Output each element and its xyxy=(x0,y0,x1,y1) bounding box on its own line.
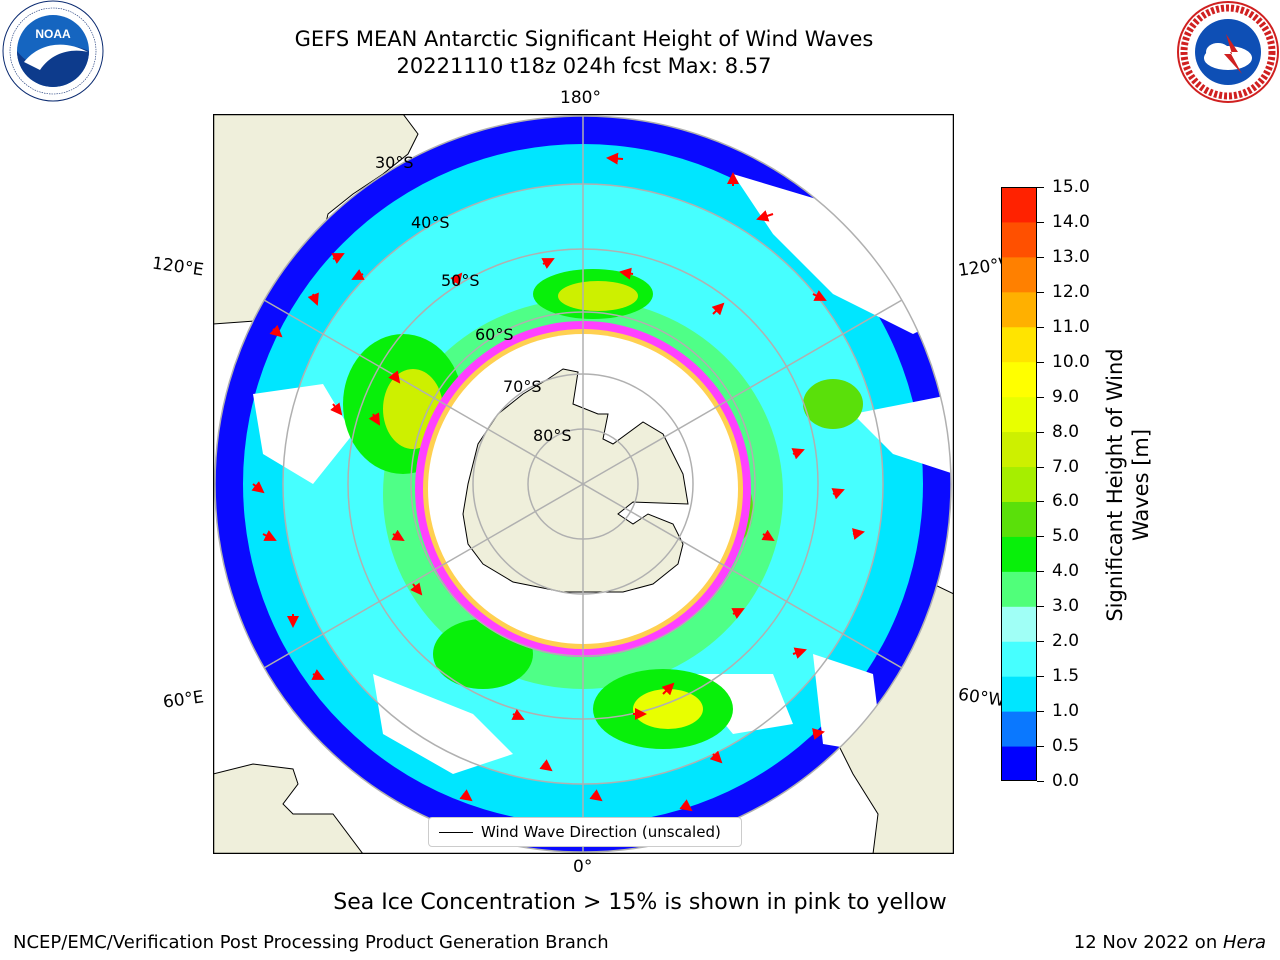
colorbar-tick-label: 14.0 xyxy=(1052,211,1090,232)
colorbar-label-line2: Waves [m] xyxy=(1129,428,1153,542)
lat-label-80s: 80°S xyxy=(533,426,572,445)
colorbar-tick-label: 13.0 xyxy=(1052,246,1090,267)
lat-label-50s: 50°S xyxy=(441,271,480,290)
colorbar-tick-label: 4.0 xyxy=(1052,561,1080,582)
colorbar-segment xyxy=(1001,291,1037,328)
colorbar-segment xyxy=(1001,187,1037,223)
colorbar-tick-mark xyxy=(1037,606,1044,608)
lon-label-0: 0° xyxy=(573,857,593,877)
colorbar-tick-mark xyxy=(1037,187,1044,188)
colorbar-tick-label: 0.0 xyxy=(1052,771,1080,791)
colorbar-segment xyxy=(1001,746,1037,781)
colorbar-tick-label: 1.0 xyxy=(1052,701,1080,722)
lat-label-70s: 70°S xyxy=(503,377,542,396)
colorbar-tick-label: 1.5 xyxy=(1052,666,1080,687)
colorbar-tick-mark xyxy=(1037,221,1044,223)
colorbar-tick-mark xyxy=(1037,326,1044,328)
colorbar-segment xyxy=(1001,641,1037,677)
colorbar-segment xyxy=(1001,501,1037,537)
colorbar-tick-label: 3.0 xyxy=(1052,596,1080,617)
footer-date: 12 Nov 2022 on xyxy=(1073,932,1223,953)
footer-machine: Hera xyxy=(1222,932,1266,953)
footer-right: 12 Nov 2022 on Hera xyxy=(1074,932,1266,953)
colorbar-tick-mark xyxy=(1037,361,1044,363)
graticule xyxy=(214,115,952,853)
colorbar-tick-mark xyxy=(1037,711,1044,713)
lat-label-30s: 30°S xyxy=(375,153,414,172)
colorbar-segment xyxy=(1001,536,1037,572)
sea-ice-note: Sea Ice Concentration > 15% is shown in … xyxy=(0,890,1280,915)
colorbar-tick-label: 8.0 xyxy=(1052,421,1080,442)
colorbar-tick-mark xyxy=(1037,291,1044,293)
colorbar-tick-mark xyxy=(1037,571,1044,573)
map-legend: Wind Wave Direction (unscaled) xyxy=(428,817,742,847)
colorbar-tick-label: 12.0 xyxy=(1052,281,1090,302)
lat-label-60s: 60°S xyxy=(475,325,514,344)
colorbar-tick-mark xyxy=(1037,256,1044,258)
colorbar-tick-label: 0.5 xyxy=(1052,736,1080,757)
lon-label-120e: 120°E xyxy=(150,253,205,281)
colorbar-tick-label: 11.0 xyxy=(1052,316,1090,337)
colorbar-tick-mark xyxy=(1037,781,1044,782)
colorbar-segment xyxy=(1001,711,1037,747)
legend-line-swatch xyxy=(439,831,473,833)
wave-field xyxy=(215,116,951,852)
lon-label-60w: 60°W xyxy=(956,684,1007,712)
colorbar-segment xyxy=(1001,676,1037,712)
colorbar-segment xyxy=(1001,326,1037,363)
colorbar-label: Significant Height of Wind Waves [m] xyxy=(1102,348,1154,621)
wave-direction-arrows xyxy=(251,152,865,812)
colorbar-tick-mark xyxy=(1037,466,1044,468)
legend-label: Wind Wave Direction (unscaled) xyxy=(481,823,721,841)
noaa-logo: NOAA xyxy=(2,0,104,102)
colorbar-tick-label: 5.0 xyxy=(1052,526,1080,547)
colorbar-tick-label: 6.0 xyxy=(1052,491,1080,512)
colorbar-tick-label: 7.0 xyxy=(1052,456,1080,477)
colorbar-tick-label: 15.0 xyxy=(1052,177,1090,197)
colorbar-tick-label: 9.0 xyxy=(1052,386,1080,407)
lon-label-60e: 60°E xyxy=(161,687,206,713)
footer-left: NCEP/EMC/Verification Post Processing Pr… xyxy=(13,932,609,953)
colorbar-segment xyxy=(1001,361,1037,398)
colorbar-tick-mark xyxy=(1037,396,1044,398)
colorbar-segment xyxy=(1001,221,1037,258)
colorbar-segment xyxy=(1001,571,1037,607)
colorbar-label-line1: Significant Height of Wind xyxy=(1103,348,1127,622)
colorbar-segment xyxy=(1001,256,1037,293)
chart-subtitle: 20221110 t18z 024h fcst Max: 8.57 xyxy=(396,54,772,78)
colorbar-tick-mark xyxy=(1037,746,1044,748)
colorbar-segment xyxy=(1001,431,1037,468)
polar-map: 30°S 40°S 50°S 60°S 70°S 80°S xyxy=(213,114,954,854)
svg-text:NOAA: NOAA xyxy=(35,27,71,41)
sea-ice-note-text: Sea Ice Concentration > 15% is shown in … xyxy=(333,890,947,915)
nws-logo xyxy=(1177,1,1279,103)
colorbar-tick-mark xyxy=(1037,431,1044,433)
colorbar-segment xyxy=(1001,606,1037,642)
lon-label-180: 180° xyxy=(560,88,601,108)
colorbar-segment xyxy=(1001,396,1037,433)
colorbar-tick-mark xyxy=(1037,501,1044,503)
colorbar-tick-mark xyxy=(1037,641,1044,643)
colorbar xyxy=(1001,187,1037,781)
colorbar-tick-mark xyxy=(1037,676,1044,678)
colorbar-segment xyxy=(1001,466,1037,502)
colorbar-tick-label: 10.0 xyxy=(1052,351,1090,372)
colorbar-tick-mark xyxy=(1037,536,1044,538)
lat-label-40s: 40°S xyxy=(411,213,450,232)
colorbar-tick-label: 2.0 xyxy=(1052,631,1080,652)
chart-title: GEFS MEAN Antarctic Significant Height o… xyxy=(294,27,874,51)
